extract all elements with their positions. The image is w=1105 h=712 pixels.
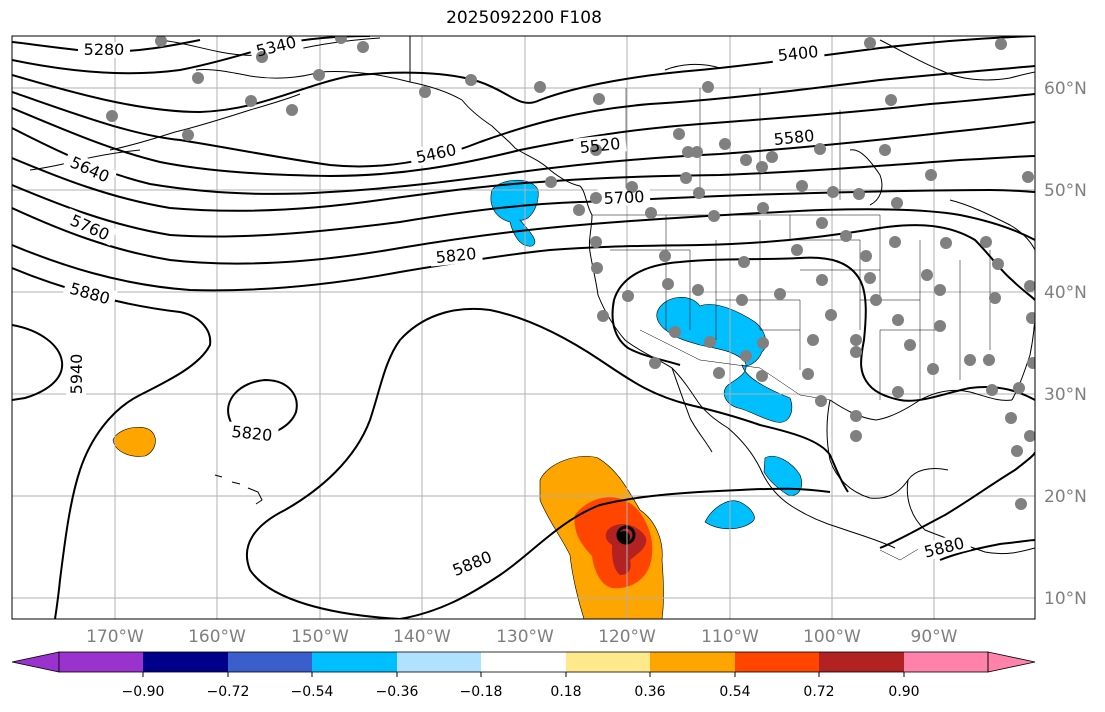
latitude-label: 50°N	[1044, 181, 1087, 201]
contour-label: 5400	[777, 42, 819, 65]
colorbar-extend-high	[987, 651, 1036, 673]
longitude-axis: 170°W 160°W 150°W 140°W 130°W 120°W 110°…	[86, 627, 958, 647]
colorbar-tick-label: 0.90	[888, 684, 919, 700]
contour-label: 5820	[435, 244, 477, 267]
contour-5580	[12, 121, 1035, 195]
contour-label: 5580	[773, 126, 815, 149]
contour-5760	[12, 207, 1035, 265]
colorbar-tick-label: 0.18	[550, 684, 581, 700]
contour-5880-pacific	[245, 308, 849, 619]
latitude-axis: 60°N 50°N 40°N 30°N 20°N 10°N	[1044, 79, 1087, 609]
colorbar-segment	[228, 652, 312, 672]
station-markers	[106, 36, 1035, 510]
colorbar-segment	[650, 652, 735, 672]
colorbar-tick-label: 0.54	[719, 684, 750, 700]
positive-area-west	[112, 427, 156, 457]
contour-label-group	[62, 36, 972, 582]
map-frame	[11, 35, 1036, 620]
contour-label: 5820	[231, 422, 273, 445]
contour-5880-north	[12, 267, 212, 619]
latitude-label: 30°N	[1044, 385, 1087, 405]
longitude-label: 160°W	[188, 627, 246, 647]
positive-area-tropical-core	[605, 524, 647, 575]
colorbar-tick-label: −0.72	[207, 684, 250, 700]
longitude-label: 140°W	[393, 627, 451, 647]
height-contours	[12, 36, 1035, 619]
colorbar-segment	[735, 652, 819, 672]
colorbar-tick-label: −0.90	[122, 684, 165, 700]
colorbar-segment	[143, 652, 228, 672]
colorbar-tick-label: −0.54	[291, 684, 334, 700]
colorbar-tick-label: 0.36	[634, 684, 665, 700]
contour-5700	[12, 184, 1035, 238]
contour-5640	[12, 155, 1035, 212]
contour-label: 5520	[579, 134, 621, 157]
longitude-label: 120°W	[598, 627, 656, 647]
longitude-label: 170°W	[86, 627, 144, 647]
latitude-label: 10°N	[1044, 589, 1087, 609]
colorbar-tick-label: −0.18	[460, 684, 503, 700]
colorbar-segment	[481, 652, 566, 672]
negative-area-southwest	[656, 297, 793, 423]
colorbar: −0.90 −0.72 −0.54 −0.36 −0.18 0.18 0.36 …	[11, 651, 1036, 700]
contour-5520	[12, 93, 1035, 178]
contour-label: 5700	[603, 187, 645, 208]
negative-area-mexico	[763, 455, 802, 496]
contour-5400	[12, 36, 1035, 114]
colorbar-extend-low	[11, 651, 60, 673]
contour-5940	[12, 324, 64, 401]
contour-label: 5940	[67, 354, 86, 395]
colorbar-tick-label: 0.72	[803, 684, 834, 700]
longitude-label: 130°W	[496, 627, 554, 647]
contour-5880-se	[939, 539, 1035, 561]
colorbar-ticks	[142, 672, 905, 677]
colorbar-border	[58, 651, 989, 673]
map-title: 2025092200 F108	[446, 8, 602, 28]
shaded-anomalies	[112, 179, 802, 619]
colorbar-segment	[904, 652, 988, 672]
contour-5340	[12, 36, 371, 75]
colorbar-segment	[59, 652, 143, 672]
latitude-label: 60°N	[1044, 79, 1087, 99]
longitude-label: 150°W	[291, 627, 349, 647]
contour-5460	[12, 65, 1035, 168]
storm-center-marker	[616, 525, 636, 545]
colorbar-tick-label: −0.36	[376, 684, 419, 700]
contour-5880-east	[879, 451, 1035, 549]
contour-label: 5280	[84, 40, 125, 59]
latitude-label: 20°N	[1044, 487, 1087, 507]
contour-label-texts: 5280 5340 5400 5460 5520 5580 5640 5700 …	[67, 32, 966, 580]
storm-center-dot	[618, 531, 630, 543]
colorbar-segment	[566, 652, 650, 672]
colorbar-segment	[819, 652, 904, 672]
longitude-label: 100°W	[803, 627, 861, 647]
colorbar-segment	[312, 652, 397, 672]
contour-5880-closed	[611, 256, 1035, 402]
longitude-label: 110°W	[701, 627, 759, 647]
map-area	[12, 36, 1035, 619]
contour-5820-north	[12, 224, 1035, 301]
longitude-label: 90°W	[911, 627, 958, 647]
latitude-label: 40°N	[1044, 283, 1087, 303]
contour-5880-south	[399, 487, 831, 619]
colorbar-segment	[397, 652, 481, 672]
